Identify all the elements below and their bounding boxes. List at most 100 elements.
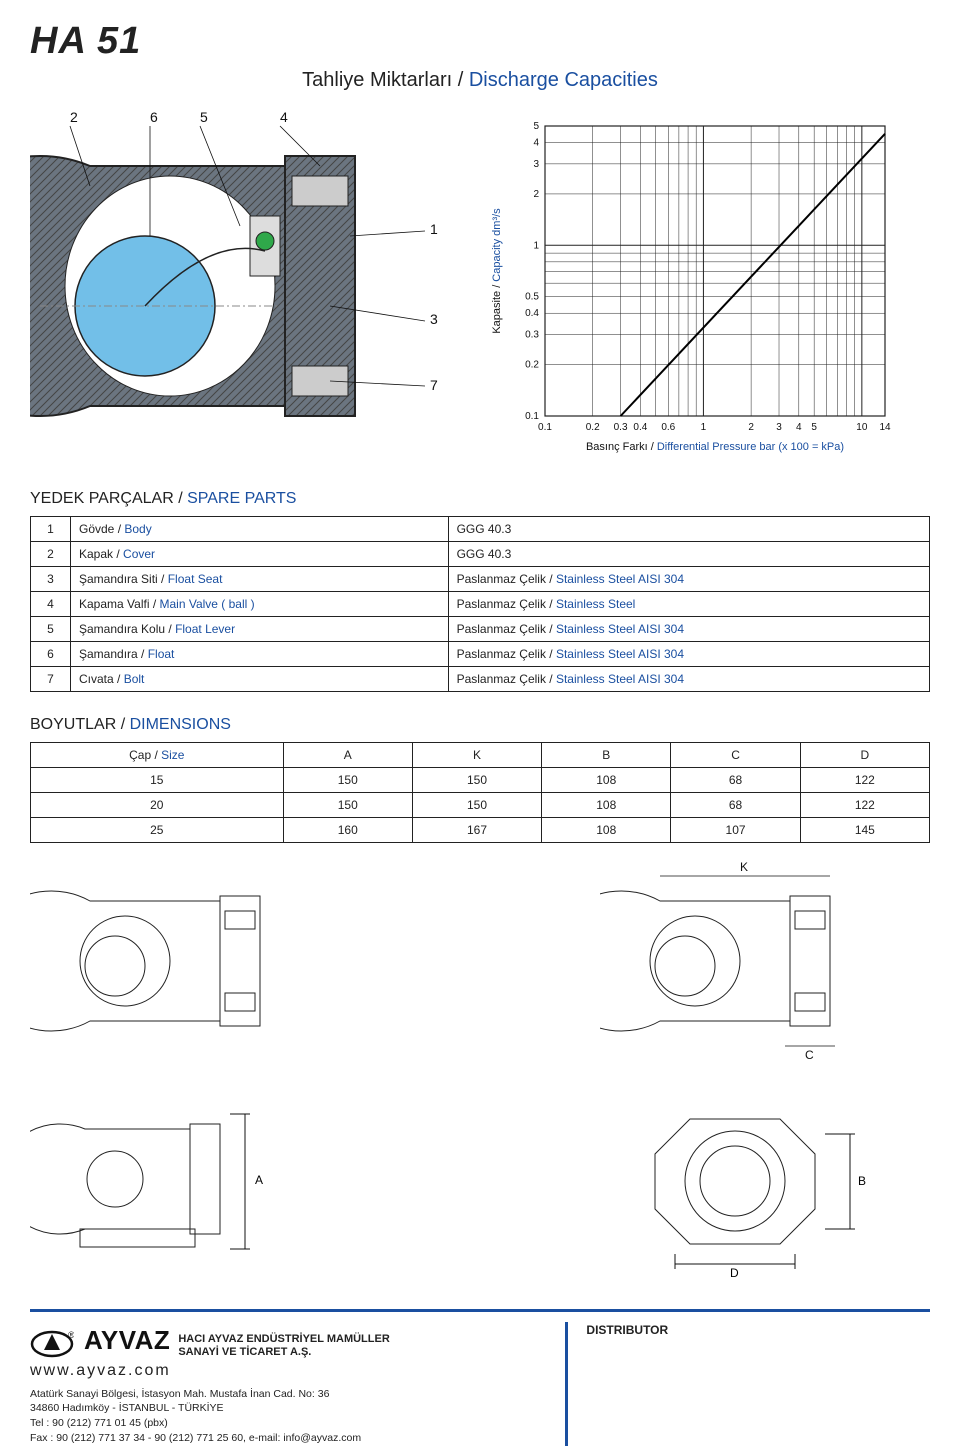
dim-size: 15 (31, 768, 284, 793)
part-name: Şamandıra / Float (71, 642, 449, 667)
brand-subtitle: HACI AYVAZ ENDÜSTRİYEL MAMÜLLER SANAYİ V… (178, 1333, 389, 1358)
part-number: 6 (31, 642, 71, 667)
svg-text:3: 3 (776, 422, 782, 433)
chart-svg: 0.10.20.30.40.61234510140.10.20.30.40.51… (480, 106, 910, 466)
spare-part-row: 1Gövde / BodyGGG 40.3 (31, 517, 930, 542)
svg-text:D: D (730, 1266, 739, 1279)
part-material: GGG 40.3 (448, 542, 929, 567)
spare-part-row: 3Şamandıra Siti / Float SeatPaslanmaz Çe… (31, 567, 930, 592)
svg-text:0.3: 0.3 (614, 422, 628, 433)
svg-text:1: 1 (533, 240, 539, 251)
svg-text:5: 5 (811, 422, 817, 433)
svg-text:5: 5 (200, 109, 208, 125)
spare-part-row: 5Şamandıra Kolu / Float LeverPaslanmaz Ç… (31, 617, 930, 642)
dimensions-heading: BOYUTLAR / DIMENSIONS (30, 716, 930, 734)
part-name: Kapak / Cover (71, 542, 449, 567)
footer: ® AYVAZ HACI AYVAZ ENDÜSTRİYEL MAMÜLLER … (30, 1322, 930, 1446)
dim-cell: 150 (412, 768, 541, 793)
part-number: 5 (31, 617, 71, 642)
dim-cell: 68 (671, 793, 800, 818)
spare-parts-heading-tr: YEDEK PARÇALAR / (30, 490, 187, 507)
dim-cell: 68 (671, 768, 800, 793)
footer-left: ® AYVAZ HACI AYVAZ ENDÜSTRİYEL MAMÜLLER … (30, 1322, 545, 1446)
part-material: GGG 40.3 (448, 517, 929, 542)
svg-text:0.1: 0.1 (525, 411, 539, 422)
svg-text:0.2: 0.2 (586, 422, 600, 433)
footer-url: www.ayvaz.com (30, 1360, 545, 1382)
dim-size: 25 (31, 818, 284, 843)
svg-text:B: B (858, 1174, 866, 1188)
dim-size: 20 (31, 793, 284, 818)
part-number: 1 (31, 517, 71, 542)
dim-col: C (671, 743, 800, 768)
brand-logo-icon: ® (30, 1330, 74, 1358)
part-number: 3 (31, 567, 71, 592)
dim-drawing-3: A (30, 1079, 360, 1279)
distributor-label: DISTRIBUTOR (586, 1322, 930, 1339)
svg-text:7: 7 (430, 377, 438, 393)
footer-divider (30, 1309, 930, 1312)
part-name: Şamandıra Kolu / Float Lever (71, 617, 449, 642)
part-number: 4 (31, 592, 71, 617)
dim-drawing-1 (30, 861, 360, 1061)
part-material: Paslanmaz Çelik / Stainless Steel (448, 592, 929, 617)
svg-text:2: 2 (748, 422, 754, 433)
svg-text:0.5: 0.5 (525, 292, 539, 303)
dim-cell: 108 (542, 793, 671, 818)
dim-cell: 150 (283, 793, 412, 818)
svg-text:4: 4 (533, 138, 539, 149)
svg-text:0.2: 0.2 (525, 360, 539, 371)
svg-text:14: 14 (879, 422, 891, 433)
svg-text:Basınç Farkı / Differential Pr: Basınç Farkı / Differential Pressure bar… (586, 441, 844, 453)
svg-text:2: 2 (533, 189, 539, 200)
dim-col: A (283, 743, 412, 768)
svg-text:A: A (255, 1173, 263, 1187)
footer-address: Atatürk Sanayi Bölgesi, İstasyon Mah. Mu… (30, 1387, 545, 1446)
part-number: 2 (31, 542, 71, 567)
dim-row: 25160167108107145 (31, 818, 930, 843)
section-drawing-svg: 2654137 (30, 106, 450, 466)
dim-row: 1515015010868122 (31, 768, 930, 793)
svg-text:5: 5 (533, 121, 539, 132)
spare-parts-heading: YEDEK PARÇALAR / SPARE PARTS (30, 490, 930, 508)
svg-text:3: 3 (533, 159, 539, 170)
part-number: 7 (31, 667, 71, 692)
dimensions-heading-tr: BOYUTLAR / (30, 716, 130, 733)
spare-part-row: 2Kapak / CoverGGG 40.3 (31, 542, 930, 567)
svg-text:1: 1 (430, 221, 438, 237)
subtitle-tr: Tahliye Miktarları / (302, 69, 469, 91)
svg-text:0.4: 0.4 (633, 422, 647, 433)
dim-cell: 167 (412, 818, 541, 843)
svg-text:3: 3 (430, 311, 438, 327)
part-material: Paslanmaz Çelik / Stainless Steel AISI 3… (448, 642, 929, 667)
dim-drawing-2: KC (600, 861, 930, 1061)
part-material: Paslanmaz Çelik / Stainless Steel AISI 3… (448, 667, 929, 692)
svg-text:0.4: 0.4 (525, 308, 539, 319)
dim-col-size: Çap / Size (31, 743, 284, 768)
svg-text:2: 2 (70, 109, 78, 125)
dim-cell: 150 (283, 768, 412, 793)
svg-text:10: 10 (856, 422, 868, 433)
section-diagram: 2654137 (30, 106, 450, 466)
part-material: Paslanmaz Çelik / Stainless Steel AISI 3… (448, 567, 929, 592)
part-name: Gövde / Body (71, 517, 449, 542)
part-material: Paslanmaz Çelik / Stainless Steel AISI 3… (448, 617, 929, 642)
svg-text:K: K (740, 861, 748, 874)
dimensions-heading-en: DIMENSIONS (130, 716, 231, 733)
spare-part-row: 6Şamandıra / FloatPaslanmaz Çelik / Stai… (31, 642, 930, 667)
svg-text:0.6: 0.6 (661, 422, 675, 433)
svg-text:6: 6 (150, 109, 158, 125)
dim-cell: 122 (800, 793, 929, 818)
svg-text:1: 1 (701, 422, 707, 433)
dim-cell: 145 (800, 818, 929, 843)
svg-text:Kapasite / Capacity dm³/s: Kapasite / Capacity dm³/s (491, 208, 503, 334)
spare-part-row: 4Kapama Valfi / Main Valve ( ball )Pasla… (31, 592, 930, 617)
dimensions-table: Çap / SizeAKBCD 151501501086812220150150… (30, 742, 930, 843)
dim-drawing-4: BD (600, 1079, 930, 1279)
dim-cell: 160 (283, 818, 412, 843)
dim-cell: 107 (671, 818, 800, 843)
brand-name: AYVAZ (84, 1322, 170, 1358)
spare-part-row: 7Cıvata / BoltPaslanmaz Çelik / Stainles… (31, 667, 930, 692)
dim-row: 2015015010868122 (31, 793, 930, 818)
dim-cell: 122 (800, 768, 929, 793)
